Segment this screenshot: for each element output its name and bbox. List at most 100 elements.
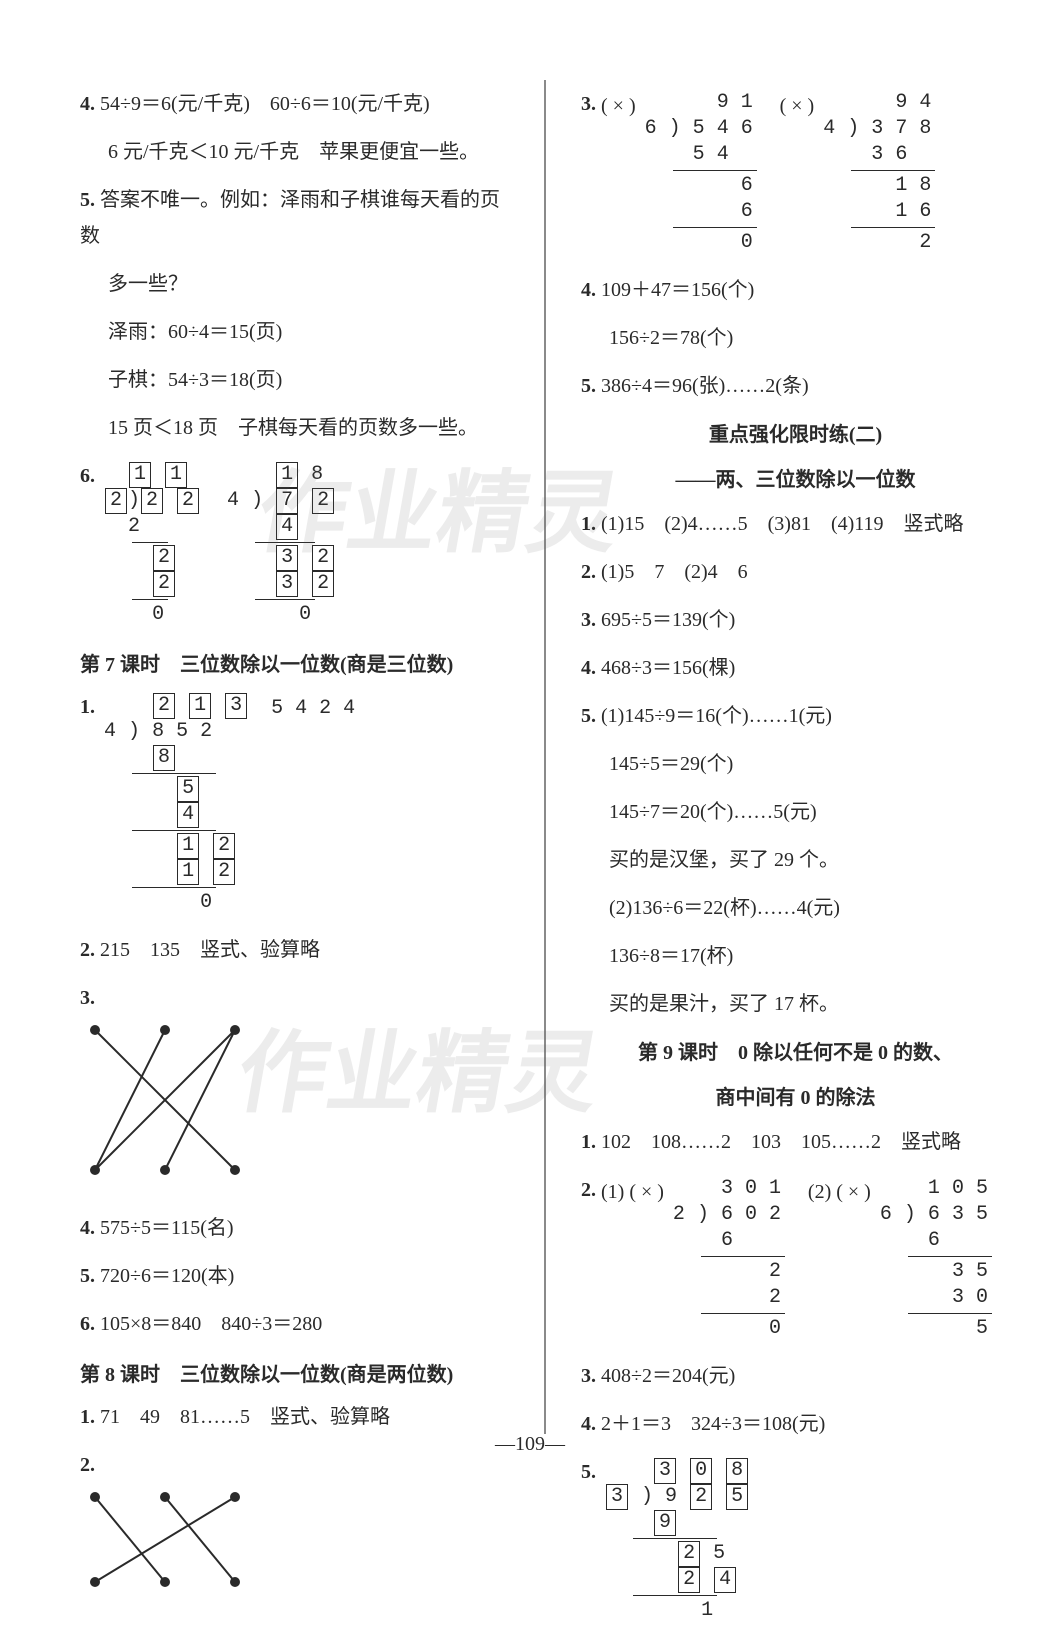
s7-q5-num: 5. — [80, 1265, 95, 1287]
s7-q6: 6. 105×8＝840 840÷3＝280 — [80, 1306, 509, 1342]
zd-q1: 1. (1)15 (2)4……5 (3)81 (4)119 竖式略 — [581, 506, 1010, 542]
r-q3-num: 3. — [581, 93, 596, 115]
q5-l5: 15 页＜18 页 子棋每天看的页数多一些。 — [80, 410, 509, 446]
q6-longdiv-2: 1 84 ) 7 2 4 3 2 3 2 0 — [227, 462, 335, 628]
zd-q5-l7: 买的是果汁，买了 17 杯。 — [581, 986, 1010, 1022]
s7-q6-txt: 105×8＝840 840÷3＝280 — [100, 1313, 322, 1335]
q5-l2: 多一些？ — [80, 266, 509, 302]
zd-q2: 2. (1)5 7 (2)4 6 — [581, 554, 1010, 590]
zd-q5-l3: 145÷7＝20(个)……5(元) — [581, 794, 1010, 830]
s7-q1: 1. 2 1 34 ) 8 5 2 8 5 4 1 2 1 2 0 5 4 2 … — [80, 689, 509, 920]
s9-q5-longdiv: 3 0 83 ) 9 2 5 9 2 5 2 4 1 — [605, 1458, 749, 1624]
zd-q5-l2: 145÷5＝29(个) — [581, 746, 1010, 782]
q4-l1: 54÷9＝6(元/千克) 60÷6＝10(元/千克) — [100, 93, 430, 115]
s7-q6-num: 6. — [80, 1313, 95, 1335]
right-column: 3. ( × ) 9 16 ) 5 4 6 5 4 6 6 0 ( × ) 9 … — [581, 80, 1010, 1434]
zd-q4-txt: 468÷3＝156(棵) — [601, 657, 735, 679]
s9-q1-num: 1. — [581, 1131, 596, 1153]
sec9-title1: 第 9 课时 0 除以任何不是 0 的数、 — [581, 1036, 1010, 1065]
s9-q4-num: 4. — [581, 1413, 596, 1435]
q6-longdiv-1: 1 12)2 2 2 2 2 0 — [104, 462, 200, 628]
r-q4-l1: 109＋47＝156(个) — [601, 279, 754, 301]
s7-q4-txt: 575÷5＝115(名) — [100, 1217, 234, 1239]
s9-q5: 5. 3 0 83 ) 9 2 5 9 2 5 2 4 1 — [581, 1454, 1010, 1628]
page-number: —109— — [0, 1433, 1060, 1456]
q5-l4: 子棋：54÷3＝18(页) — [80, 362, 509, 398]
s7-q2-txt: 215 135 竖式、验算略 — [100, 939, 320, 961]
s9-q5-num: 5. — [581, 1461, 596, 1483]
zd-q5-l6: 136÷8＝17(杯) — [581, 938, 1010, 974]
q5-l1: 答案不唯一。例如：泽雨和子棋谁每天看的页数 — [80, 189, 500, 247]
s9-q4-txt: 2＋1＝3 324÷3＝108(元) — [601, 1413, 825, 1435]
r-q4-num: 4. — [581, 279, 596, 301]
column-divider — [544, 80, 546, 1434]
q6-num: 6. — [80, 465, 95, 487]
s9-q1: 1. 102 108……2 103 105……2 竖式略 — [581, 1124, 1010, 1160]
r-q3-mark1: ( × ) — [601, 88, 636, 124]
zd-q4-num: 4. — [581, 657, 596, 679]
zd-title2: ——两、三位数除以一位数 — [581, 463, 1010, 492]
s8-q2-match-svg — [80, 1487, 260, 1597]
zd-q1-txt: (1)15 (2)4……5 (3)81 (4)119 竖式略 — [601, 513, 964, 535]
section8-title: 第 8 课时 三位数除以一位数(商是两位数) — [80, 1358, 509, 1387]
s9-q3-num: 3. — [581, 1365, 596, 1387]
r-q3-longdiv-2: 9 44 ) 3 7 8 3 6 1 8 1 6 2 — [823, 90, 935, 256]
zd-q5-num: 5. — [581, 705, 596, 727]
s8-q1-txt: 71 49 81……5 竖式、验算略 — [100, 1406, 390, 1428]
s9-q2-mark2: (2) ( × ) — [808, 1174, 871, 1210]
s7-q3: 3. — [80, 980, 509, 1198]
zd-q3-num: 3. — [581, 609, 596, 631]
zd-q4: 4. 468÷3＝156(棵) — [581, 650, 1010, 686]
s8-q1-num: 1. — [80, 1406, 95, 1428]
s7-q1-longdiv: 2 1 34 ) 8 5 2 8 5 4 1 2 1 2 0 — [104, 693, 248, 916]
r-q4: 4. 109＋47＝156(个) — [581, 272, 1010, 308]
left-column: 4. 54÷9＝6(元/千克) 60÷6＝10(元/千克) 6 元/千克＜10 … — [80, 80, 509, 1434]
s7-q4: 4. 575÷5＝115(名) — [80, 1210, 509, 1246]
q4-num: 4. — [80, 93, 95, 115]
s7-q5: 5. 720÷6＝120(本) — [80, 1258, 509, 1294]
q5-num: 5. — [80, 189, 95, 211]
s9-q3-txt: 408÷2＝204(元) — [601, 1365, 735, 1387]
s9-q1-txt: 102 108……2 103 105……2 竖式略 — [601, 1131, 961, 1153]
zd-q2-txt: (1)5 7 (2)4 6 — [601, 561, 748, 583]
s7-q2-num: 2. — [80, 939, 95, 961]
section7-title: 第 7 课时 三位数除以一位数(商是三位数) — [80, 648, 509, 677]
zd-q5: 5. (1)145÷9＝16(个)……1(元) — [581, 698, 1010, 734]
s7-q3-num: 3. — [80, 987, 95, 1009]
s9-q2-longdiv-2: 1 0 56 ) 6 3 5 6 3 5 3 0 5 — [880, 1176, 992, 1342]
s9-q3: 3. 408÷2＝204(元) — [581, 1358, 1010, 1394]
s7-q1-num: 1. — [80, 696, 95, 718]
s7-q3-match-svg — [80, 1020, 260, 1190]
q6-row: 6. 1 12)2 2 2 2 2 0 1 84 ) 7 2 4 3 2 3 2… — [80, 458, 509, 632]
zd-q2-num: 2. — [581, 561, 596, 583]
sec9-title2: 商中间有 0 的除法 — [581, 1081, 1010, 1110]
q5-line1: 5. 答案不唯一。例如：泽雨和子棋谁每天看的页数 — [80, 182, 509, 254]
zd-q5-l5: (2)136÷6＝22(杯)……4(元) — [581, 890, 1010, 926]
zd-q5-l4: 买的是汉堡，买了 29 个。 — [581, 842, 1010, 878]
r-q3: 3. ( × ) 9 16 ) 5 4 6 5 4 6 6 0 ( × ) 9 … — [581, 86, 1010, 260]
zd-q1-num: 1. — [581, 513, 596, 535]
r-q5-num: 5. — [581, 375, 596, 397]
q4-l2: 6 元/千克＜10 元/千克 苹果更便宜一些。 — [80, 134, 509, 170]
r-q5-txt: 386÷4＝96(张)……2(条) — [601, 375, 809, 397]
r-q3-longdiv-1: 9 16 ) 5 4 6 5 4 6 6 0 — [645, 90, 757, 256]
r-q3-mark2: ( × ) — [780, 88, 815, 124]
s9-q2-num: 2. — [581, 1179, 596, 1201]
s8-q2-num: 2. — [80, 1454, 95, 1476]
zd-title1: 重点强化限时练(二) — [581, 418, 1010, 447]
s7-q4-num: 4. — [80, 1217, 95, 1239]
s9-q2-longdiv-1: 3 0 12 ) 6 0 2 6 2 2 0 — [673, 1176, 785, 1342]
zd-q3: 3. 695÷5＝139(个) — [581, 602, 1010, 638]
s8-q2: 2. — [80, 1447, 509, 1605]
r-q5: 5. 386÷4＝96(张)……2(条) — [581, 368, 1010, 404]
q4-line1: 4. 54÷9＝6(元/千克) 60÷6＝10(元/千克) — [80, 86, 509, 122]
s7-q5-txt: 720÷6＝120(本) — [100, 1265, 234, 1287]
r-q4-l2: 156÷2＝78(个) — [581, 320, 1010, 356]
s7-q2: 2. 215 135 竖式、验算略 — [80, 932, 509, 968]
zd-q3-txt: 695÷5＝139(个) — [601, 609, 735, 631]
s9-q2-mark1: (1) ( × ) — [601, 1174, 664, 1210]
q5-l3: 泽雨：60÷4＝15(页) — [80, 314, 509, 350]
zd-q5-l1: (1)145÷9＝16(个)……1(元) — [601, 705, 832, 727]
s7-q1-side: 5 4 2 4 — [271, 691, 355, 727]
s9-q2: 2. (1) ( × ) 3 0 12 ) 6 0 2 6 2 2 0 (2) … — [581, 1172, 1010, 1346]
